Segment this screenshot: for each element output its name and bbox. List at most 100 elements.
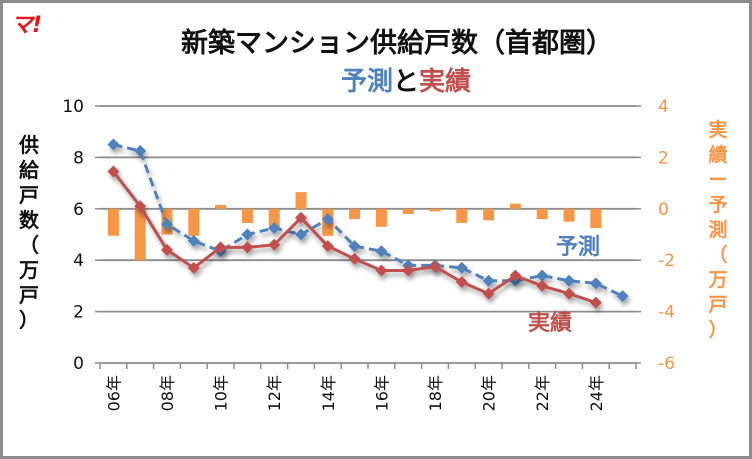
data-point-marker: [107, 165, 120, 178]
y-tick-label: 2: [73, 303, 84, 323]
y-axis-label: 供給戸数（万戸）: [17, 133, 41, 333]
x-tick-label: 08年: [158, 375, 177, 411]
data-point-marker: [429, 260, 441, 273]
chart-subtitle: 予測と実績: [341, 61, 471, 98]
subtitle-forecast: 予測: [341, 67, 394, 97]
data-point-marker: [107, 138, 120, 151]
y2-axis-label-char: 績: [708, 144, 728, 166]
y2-axis-label-char: （: [708, 244, 728, 266]
x-tick-label: 14年: [319, 375, 338, 411]
data-point-marker: [589, 296, 602, 309]
y-tick-label: 10: [62, 97, 84, 117]
x-tick-label: 10年: [212, 375, 231, 411]
y2-tick-label: 0: [658, 200, 669, 220]
y-axis-label-char: 戸: [19, 183, 39, 207]
y2-axis-label-char: 戸: [708, 294, 728, 316]
data-point-marker: [134, 144, 147, 157]
y2-axis-label-char: ）: [708, 319, 728, 341]
data-point-marker: [563, 287, 575, 300]
data-point-marker: [134, 200, 147, 213]
data-point-marker: [268, 222, 281, 235]
y-axis-label-char: （: [19, 233, 39, 257]
data-point-marker: [536, 279, 549, 292]
diff-bar: [241, 208, 253, 223]
forecast-series-label: 予測: [556, 235, 600, 260]
y2-tick-label: 4: [658, 97, 669, 117]
data-point-marker: [536, 269, 549, 282]
y-tick-label: 6: [73, 200, 84, 220]
y2-tick-label: 2: [658, 148, 669, 168]
y2-axis-label-char: 実: [708, 119, 728, 141]
diff-bar: [483, 208, 495, 221]
diff-bar: [590, 208, 602, 229]
x-tick-label: 06年: [104, 375, 123, 411]
diff-bar: [536, 208, 548, 220]
y-axis-label-char: 数: [19, 208, 39, 232]
y2-axis-label: 実績ー予測 （ 万戸 ）: [706, 118, 730, 343]
actual-series: [107, 165, 602, 309]
data-point-marker: [161, 243, 173, 256]
diff-bar: [509, 203, 521, 209]
x-tick-label: 24年: [587, 375, 606, 411]
chart-title: 新築マンション供給戸数（首都圏）: [181, 28, 613, 59]
y-axis-label-char: 供: [19, 133, 39, 157]
data-point-marker: [187, 261, 200, 274]
diff-bar: [375, 208, 387, 227]
actual-series-label: 実績: [528, 310, 572, 336]
y-axis-label-char: 給: [19, 158, 39, 182]
subtitle-actual: 実績: [419, 67, 472, 97]
diff-bar: [349, 208, 361, 220]
data-point-marker: [455, 276, 468, 289]
data-point-marker: [295, 228, 307, 241]
data-point-marker: [589, 277, 602, 290]
diff-bar: [268, 208, 280, 230]
x-tick-label: 16年: [372, 375, 391, 411]
subtitle-and: と: [393, 67, 420, 97]
data-point-marker: [241, 228, 254, 241]
y-axis-label-char: ）: [19, 308, 39, 332]
y2-axis-label-char: 万: [708, 269, 728, 291]
y2-tick-label: -2: [658, 251, 675, 271]
diff-bar: [563, 208, 575, 222]
data-point-marker: [482, 287, 495, 300]
data-point-marker: [375, 245, 388, 258]
data-point-marker: [509, 269, 522, 282]
data-point-marker: [563, 274, 575, 287]
data-point-marker: [321, 213, 334, 226]
data-point-marker: [214, 241, 227, 254]
y2-axis-label-char: 測: [708, 219, 728, 241]
x-tick-label: 22年: [533, 375, 552, 411]
data-point-marker: [295, 211, 307, 224]
data-point-marker: [616, 290, 629, 303]
data-point-marker: [268, 238, 281, 251]
y2-tick-label: -4: [658, 303, 675, 323]
data-point-marker: [321, 240, 334, 253]
diff-bar: [456, 208, 468, 223]
data-point-marker: [161, 218, 173, 231]
x-tick-label: 18年: [426, 375, 445, 411]
diff-bar: [295, 192, 307, 209]
data-point-marker: [482, 274, 495, 287]
diff-bar: [188, 208, 200, 236]
diff-bar: [134, 208, 146, 261]
data-point-marker: [455, 261, 468, 274]
x-tick-label: 20年: [480, 375, 499, 411]
data-point-marker: [241, 241, 254, 254]
data-point-marker: [402, 264, 415, 277]
y-axis-label-char: 戸: [19, 283, 39, 307]
data-point-marker: [348, 252, 361, 265]
forecast-series: [107, 138, 629, 303]
diff-bar: [429, 208, 441, 212]
y-tick-label: 8: [73, 148, 84, 168]
y-tick-label: 0: [73, 354, 84, 374]
y-axis-label-char: 万: [19, 258, 39, 282]
y2-axis-label-char: ー: [708, 169, 728, 191]
logo: マ!: [11, 13, 42, 38]
x-tick-label: 12年: [265, 375, 284, 411]
diff-bar: [215, 204, 227, 209]
diff-bar: [107, 208, 119, 236]
data-point-marker: [375, 264, 388, 277]
data-point-marker: [187, 234, 200, 247]
